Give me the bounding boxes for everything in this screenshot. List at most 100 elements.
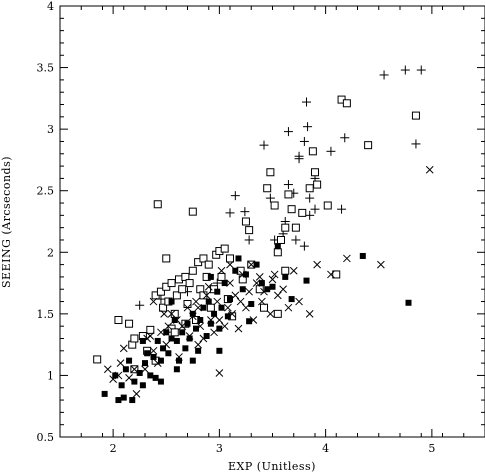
data-point-plus <box>230 191 240 201</box>
data-point-square <box>146 325 155 334</box>
data-point-square <box>263 184 272 193</box>
data-point-square <box>238 275 247 284</box>
data-point-filled-square <box>168 298 175 305</box>
data-point-plus <box>240 207 250 217</box>
data-point-filled-square <box>189 310 196 317</box>
data-point-plus <box>305 210 315 220</box>
data-point-cross <box>192 297 200 306</box>
data-point-cross <box>289 266 298 275</box>
data-point-square <box>220 244 229 253</box>
data-point-filled-square <box>264 286 271 293</box>
y-tick-label: 1.5 <box>37 308 55 321</box>
data-point-plus <box>411 139 421 149</box>
data-point-cross <box>146 332 155 340</box>
data-point-cross <box>202 291 211 300</box>
data-point-plus <box>265 193 275 203</box>
data-point-filled-square <box>359 252 366 259</box>
data-point-filled-square <box>122 366 129 373</box>
data-point-cross <box>149 297 158 306</box>
data-point-cross <box>255 273 264 281</box>
data-point-cross <box>270 270 279 279</box>
data-point-filled-square <box>214 288 221 295</box>
data-point-square <box>217 272 226 281</box>
data-point-square <box>273 309 282 318</box>
data-point-filled-square <box>142 360 148 367</box>
data-point-plus <box>400 65 410 75</box>
data-point-square <box>323 201 332 210</box>
data-point-filled-square <box>303 277 310 284</box>
data-point-square <box>162 254 171 263</box>
data-point-cross <box>266 310 275 318</box>
data-point-plus <box>225 208 235 218</box>
data-point-plus <box>310 204 320 214</box>
series-square <box>93 95 420 374</box>
data-point-square <box>245 226 254 235</box>
data-point-square <box>332 270 341 279</box>
y-tick-label: 3.5 <box>37 62 55 75</box>
series-filled-square <box>101 243 412 404</box>
data-point-filled-square <box>147 372 154 379</box>
data-point-cross <box>377 260 385 269</box>
data-point-cross <box>215 316 224 324</box>
data-point-plus <box>244 235 254 245</box>
data-point-cross <box>268 275 277 284</box>
data-markers <box>93 65 434 404</box>
data-point-cross <box>425 165 434 174</box>
data-point-cross <box>343 254 351 263</box>
data-point-square <box>183 300 192 309</box>
data-point-filled-square <box>288 296 295 303</box>
data-point-filled-square <box>182 345 189 352</box>
y-tick-label: 3 <box>47 123 54 136</box>
data-point-filled-square <box>258 280 265 287</box>
data-point-filled-square <box>163 329 170 336</box>
data-point-square <box>188 207 197 216</box>
data-point-cross <box>295 297 303 306</box>
data-point-cross <box>245 287 253 296</box>
data-point-filled-square <box>112 372 119 379</box>
data-point-square <box>170 309 179 318</box>
data-point-square <box>281 223 290 232</box>
data-point-filled-square <box>173 366 180 373</box>
data-point-square <box>172 291 181 300</box>
data-point-filled-square <box>205 298 212 305</box>
data-point-filled-square <box>165 350 172 357</box>
data-point-filled-square <box>211 310 218 317</box>
data-point-square <box>305 184 314 193</box>
data-point-square <box>156 287 165 296</box>
data-point-cross <box>213 297 222 306</box>
data-point-filled-square <box>197 317 204 324</box>
data-point-plus <box>416 65 426 75</box>
data-point-square <box>270 201 279 210</box>
data-point-plus <box>283 127 293 137</box>
data-point-cross <box>279 285 287 294</box>
x-tick-label: 3 <box>216 442 223 455</box>
data-point-square <box>170 328 179 337</box>
data-point-square <box>260 303 268 312</box>
data-point-filled-square <box>176 357 182 364</box>
data-point-filled-square <box>203 333 210 340</box>
data-point-square <box>130 334 139 343</box>
data-point-cross <box>160 310 168 318</box>
data-point-plus <box>294 151 304 161</box>
data-point-filled-square <box>139 337 146 344</box>
data-point-cross <box>215 369 224 377</box>
data-point-filled-square <box>168 335 175 342</box>
data-point-plus <box>326 146 336 156</box>
data-point-filled-square <box>129 397 136 404</box>
data-point-cross <box>273 291 282 300</box>
data-point-filled-square <box>139 382 146 389</box>
y-tick-label: 0.5 <box>37 431 55 444</box>
data-point-square <box>284 190 293 199</box>
data-point-filled-square <box>144 350 151 357</box>
y-tick-label: 2.5 <box>37 185 55 198</box>
data-point-filled-square <box>274 243 281 250</box>
series-plus <box>135 65 426 310</box>
data-point-plus <box>379 70 389 80</box>
data-point-filled-square <box>173 337 180 344</box>
data-point-cross <box>204 282 213 291</box>
data-point-square <box>298 208 307 217</box>
data-point-filled-square <box>216 347 223 354</box>
data-point-square <box>313 180 322 189</box>
data-point-cross <box>226 260 234 269</box>
data-point-plus <box>305 193 315 203</box>
